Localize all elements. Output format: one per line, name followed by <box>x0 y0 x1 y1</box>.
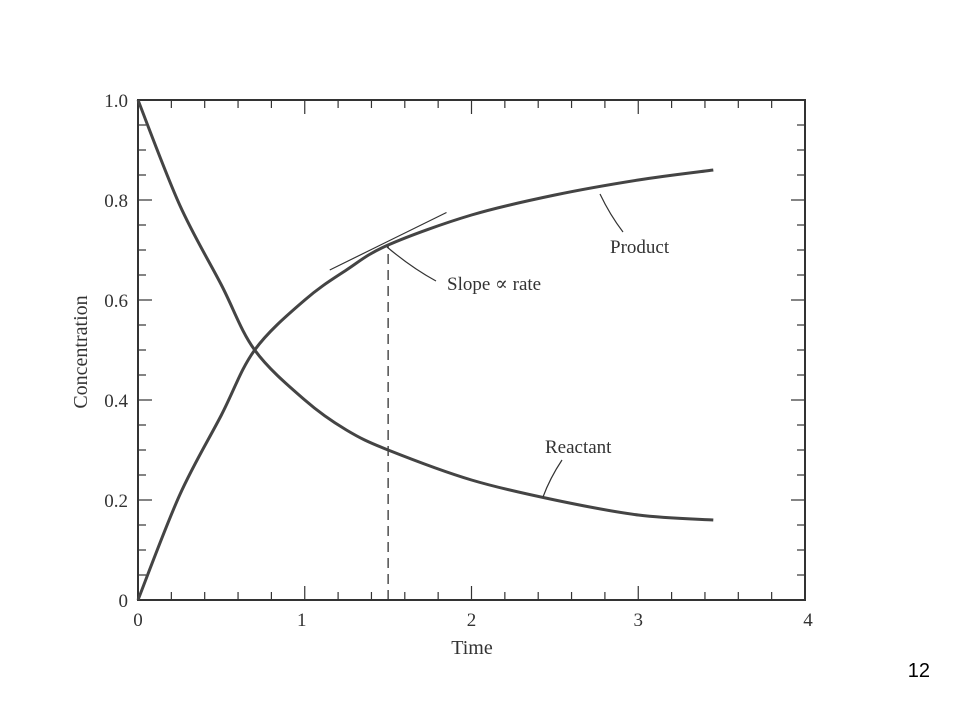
x-tick-label: 2 <box>467 610 477 631</box>
y-tick-label: 0.4 <box>104 391 128 412</box>
product-series-label: Product <box>610 237 670 258</box>
slide-number: 12 <box>907 660 930 682</box>
reactant-curve <box>136 99 714 522</box>
slope-annotation: Slope ∝ rate <box>447 274 541 295</box>
y-tick-label: 0.2 <box>104 491 128 512</box>
leader-lines <box>386 193 624 498</box>
plot-frame <box>137 99 806 601</box>
product-leader-line <box>599 193 624 233</box>
y-tick-label: 0 <box>119 591 129 612</box>
y-tick-label: 1.0 <box>104 91 128 112</box>
x-tick-label: 4 <box>803 610 813 631</box>
tangent-line <box>329 211 447 271</box>
x-tick-label: 3 <box>634 610 644 631</box>
reactant-leader-line <box>542 459 563 498</box>
slope-leader-line <box>386 246 437 282</box>
tick-labels: 0 1 2 3 4 0 0.2 0.4 0.6 0.8 1.0 <box>104 91 813 631</box>
x-axis-label: Time <box>451 637 493 659</box>
x-tick-label: 0 <box>133 610 143 631</box>
product-curve <box>136 168 714 601</box>
x-tick-label: 1 <box>297 610 307 631</box>
axis-ticks <box>137 99 806 601</box>
y-tick-label: 0.6 <box>104 291 128 312</box>
y-axis-label: Concentration <box>70 295 92 408</box>
y-tick-label: 0.8 <box>104 191 128 212</box>
reactant-series-label: Reactant <box>545 437 612 458</box>
